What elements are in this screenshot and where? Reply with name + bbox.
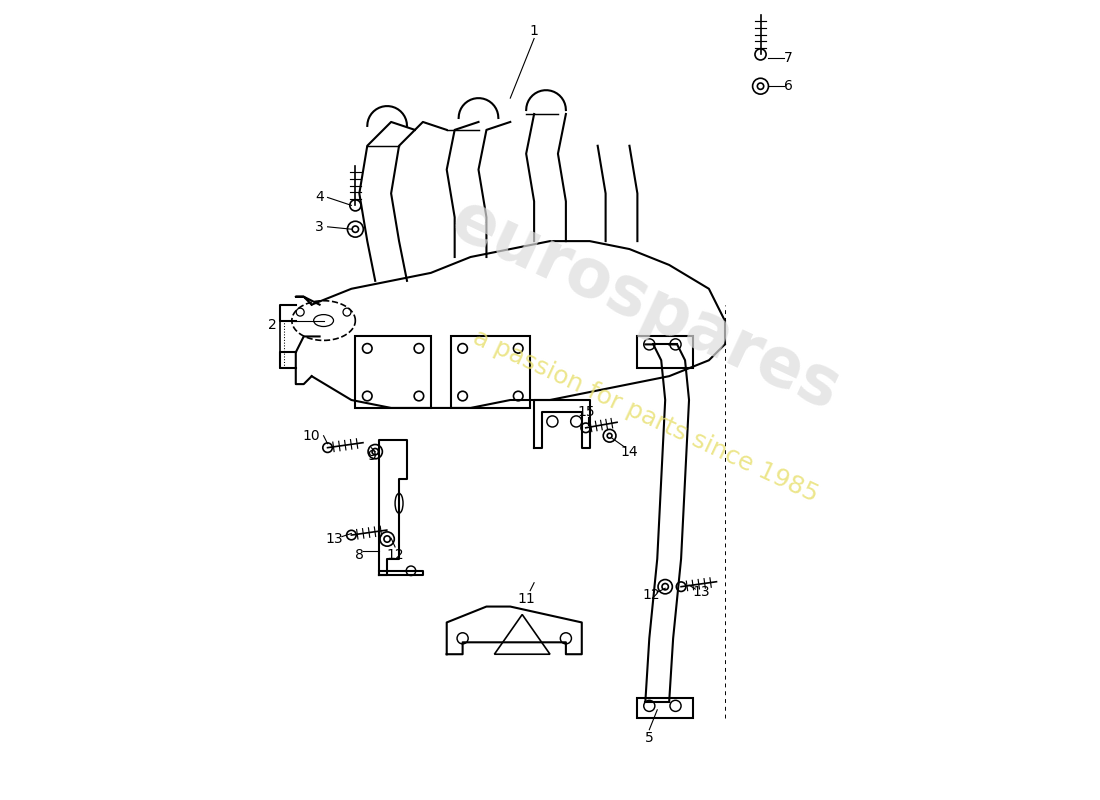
Text: 13: 13 xyxy=(326,532,343,546)
Text: 8: 8 xyxy=(355,548,364,562)
FancyBboxPatch shape xyxy=(451,337,530,408)
FancyBboxPatch shape xyxy=(637,337,693,368)
Text: 12: 12 xyxy=(386,548,404,562)
Text: 10: 10 xyxy=(302,429,320,442)
Text: a passion for parts since 1985: a passion for parts since 1985 xyxy=(469,325,822,506)
Text: 11: 11 xyxy=(517,592,535,606)
Text: 15: 15 xyxy=(576,405,595,419)
Text: 14: 14 xyxy=(620,445,638,458)
Text: 12: 12 xyxy=(642,588,660,602)
Text: eurospares: eurospares xyxy=(440,186,850,424)
Text: 2: 2 xyxy=(267,318,276,331)
FancyBboxPatch shape xyxy=(355,337,431,408)
Text: 13: 13 xyxy=(692,586,710,599)
Text: 3: 3 xyxy=(316,220,324,234)
Text: 9: 9 xyxy=(366,449,376,462)
Text: 4: 4 xyxy=(316,190,324,205)
Text: 7: 7 xyxy=(784,51,793,66)
Text: 1: 1 xyxy=(530,23,539,38)
FancyBboxPatch shape xyxy=(637,698,693,718)
Text: 6: 6 xyxy=(784,79,793,93)
Text: 5: 5 xyxy=(645,730,653,745)
